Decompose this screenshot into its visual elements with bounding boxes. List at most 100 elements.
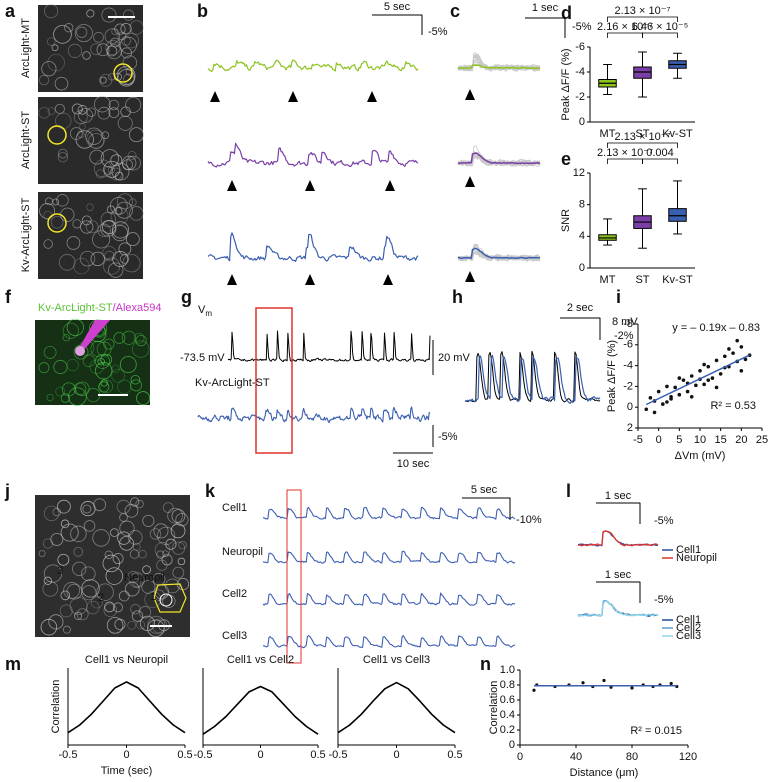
cell-outline [138, 549, 147, 559]
p-value: 2.13 × 10⁻⁷ [615, 131, 671, 143]
cell-outline [74, 611, 83, 620]
cell-outline [48, 614, 64, 630]
cell-outline [66, 236, 81, 250]
panel-letter: b [197, 1, 208, 21]
cell-outline [80, 220, 94, 234]
panel-letter: k [205, 481, 216, 501]
roi-circle [159, 593, 173, 607]
point [665, 384, 669, 389]
cell-outline [132, 578, 142, 588]
cell-outline [120, 106, 131, 117]
trace-label: Vm [198, 304, 212, 318]
panel-letter: n [480, 654, 491, 674]
y-tick-label: -2 [623, 380, 633, 392]
cell-outline [78, 108, 93, 123]
cell-outline [154, 542, 171, 558]
significance-bracket [607, 158, 643, 164]
cell-outline [95, 353, 110, 369]
event-marker [465, 271, 475, 282]
fit-equation: y = – 0.19x – 0.83 [672, 322, 760, 334]
mean-trace [577, 530, 659, 547]
cell-outline [59, 604, 73, 618]
cell-outline [104, 250, 115, 262]
cell-outline [98, 381, 110, 393]
cell-outline [135, 334, 147, 347]
label: 5 sec [384, 1, 411, 13]
cell-outline [46, 393, 54, 402]
cell-outline [85, 220, 99, 234]
point [602, 678, 606, 683]
mean-trace [458, 247, 541, 260]
cell-outline [125, 96, 142, 113]
point [669, 395, 673, 399]
cell-outline [82, 354, 96, 367]
y-tick-label: 0.8 [500, 679, 515, 691]
y-tick-label: 0.6 [500, 694, 515, 706]
cell-outline [105, 567, 124, 585]
mean-trace [577, 600, 659, 617]
cell-outline [81, 585, 97, 601]
point [718, 372, 723, 376]
cell-outline [106, 617, 124, 634]
cell-outline [161, 554, 173, 566]
y-tick-label: 0.4 [500, 709, 515, 721]
cell-outline [102, 220, 117, 235]
micrograph [38, 5, 143, 92]
cell-outline [86, 129, 106, 149]
cell-outline [60, 393, 71, 403]
cell-outline [54, 103, 65, 114]
label: -5% [438, 431, 458, 443]
mean-trace [577, 599, 659, 617]
mean-trace [457, 152, 541, 165]
cell-outline [43, 576, 52, 585]
y-tick-label: 0 [579, 116, 585, 128]
legend-label: Cell1 [676, 544, 701, 556]
cell-outline [125, 232, 140, 247]
panel-letter: a [5, 1, 16, 21]
cell-outline [171, 541, 186, 555]
cell-outline [116, 193, 133, 210]
trace [262, 550, 516, 564]
x-axis-label: ΔVm (mV) [675, 450, 726, 462]
label: 3 [57, 565, 63, 577]
roi-circle [113, 63, 133, 83]
cell-outline [122, 159, 134, 171]
cell-outline [43, 346, 57, 359]
legend-label: Cell1 [676, 614, 701, 626]
cell-outline [73, 547, 84, 557]
cell-outline [38, 550, 46, 558]
cell-outline [93, 498, 107, 512]
x-tick-label: 0.5 [310, 749, 325, 761]
cell-outline [101, 7, 117, 23]
box [633, 66, 652, 79]
cell-outline [129, 572, 145, 588]
cell-outline [171, 509, 186, 523]
panel-letter: f [5, 287, 12, 307]
correlation-curve [337, 681, 456, 734]
cell-outline [90, 340, 107, 357]
cell-outline [126, 155, 141, 171]
cell-outline [165, 578, 180, 594]
r-squared: R² = 0.015 [630, 725, 682, 737]
cell-outline [118, 590, 130, 602]
y-tick-label: 0.2 [500, 724, 515, 736]
cell-outline [117, 379, 132, 394]
point [681, 378, 686, 382]
panel-letter: m [5, 654, 21, 674]
significance-bracket [607, 32, 643, 38]
cell-outline [52, 198, 60, 206]
cell-outline [86, 203, 94, 211]
cell-outline [124, 581, 140, 597]
x-tick-label: 0 [257, 749, 263, 761]
chart-title: Cell1 vs Neuropil [85, 654, 168, 666]
cell-outline [95, 362, 113, 380]
cell-outline [54, 76, 69, 91]
cell-outline [89, 319, 107, 338]
label: 1 [150, 591, 156, 603]
cell-outline [129, 206, 144, 221]
y-tick-label: 0 [627, 401, 633, 413]
patched-cell [75, 346, 85, 356]
cell-outline [96, 43, 110, 57]
x-axis-label: Time (sec) [101, 765, 153, 777]
cell-outline [57, 148, 68, 159]
